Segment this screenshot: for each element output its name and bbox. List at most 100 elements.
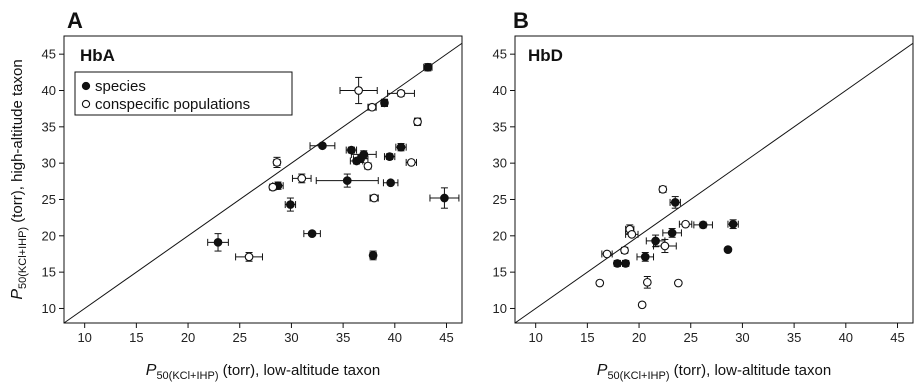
population-point-marker (354, 86, 363, 95)
chart-panel-b: 10 15 20 25 30 35 40 45 10 15 20 25 30 35 40 45 B HbD P50(… (493, 8, 914, 382)
x-tick-label: 10 (77, 330, 91, 345)
y-tick-label: 20 (493, 228, 507, 243)
legend-label: conspecific populations (95, 96, 250, 113)
legend-marker-filled (81, 81, 91, 91)
y-tick-label: 10 (493, 301, 507, 316)
data-point (423, 62, 433, 72)
x-tick-label: 40 (388, 330, 402, 345)
y-tick-label: 15 (42, 265, 56, 280)
y-tick-label: 30 (493, 156, 507, 171)
data-point (380, 98, 389, 108)
data-point (368, 250, 378, 261)
population-point-marker (272, 158, 282, 167)
population-point-marker (595, 278, 605, 288)
data-point (595, 278, 605, 288)
x-tick-label: 15 (580, 330, 594, 345)
data-point (669, 196, 681, 209)
data-point (673, 278, 683, 288)
y-tick-label: 25 (42, 192, 56, 207)
species-point-marker (651, 236, 660, 246)
series-species (612, 196, 739, 268)
species-point-marker (396, 142, 406, 152)
species-point-marker (728, 219, 738, 229)
data-point (637, 300, 647, 310)
data-point (620, 245, 629, 255)
population-point-marker (363, 161, 373, 171)
chart-panel-a: 10 15 20 25 30 35 40 45 10 15 20 25 30 35 40 45 A HbA P50(… (9, 8, 463, 382)
y-tick-label: 40 (493, 83, 507, 98)
panel-letter: A (67, 8, 83, 33)
data-point (350, 150, 377, 159)
species-point-marker (380, 98, 389, 108)
population-point-marker (367, 102, 377, 112)
y-tick-label: 15 (493, 265, 507, 280)
x-tick-label: 20 (632, 330, 646, 345)
data-point (382, 178, 399, 188)
plot-frame (63, 35, 463, 324)
data-point (601, 249, 613, 259)
population-point-marker (637, 300, 647, 310)
y-tick-label: 40 (42, 83, 56, 98)
data-point (268, 182, 278, 192)
series-populations (595, 184, 693, 310)
y-tick-label: 30 (42, 156, 56, 171)
species-point-marker (698, 220, 708, 230)
species-point-marker (385, 152, 394, 161)
species-point-marker (667, 228, 677, 238)
population-point-marker (642, 277, 652, 287)
population-point-marker (673, 278, 683, 288)
data-point (303, 229, 321, 238)
data-point (207, 233, 229, 252)
y-tick-label: 45 (493, 47, 507, 62)
species-point-marker (723, 245, 733, 254)
x-tick-label: 30 (735, 330, 749, 345)
identity-line (514, 42, 914, 324)
population-point-marker (297, 174, 307, 183)
x-tick-label: 25 (684, 330, 698, 345)
x-tick-label: 25 (233, 330, 247, 345)
population-point-marker (660, 241, 670, 251)
species-point-marker (368, 251, 378, 260)
species-point-marker (423, 62, 433, 72)
species-point-marker (213, 237, 223, 247)
y-tick-label: 45 (42, 47, 56, 62)
x-tick-label: 30 (284, 330, 298, 345)
population-point-marker (620, 245, 629, 255)
data-point (413, 117, 422, 127)
data-point (621, 259, 630, 268)
legend-label: species (95, 78, 146, 95)
population-point-marker (268, 182, 278, 192)
data-point (625, 230, 639, 239)
data-point (405, 158, 418, 167)
data-point (272, 156, 282, 169)
species-point-marker (307, 229, 317, 238)
y-tick-label: 20 (42, 228, 56, 243)
data-point (693, 220, 713, 230)
data-point (642, 275, 652, 289)
data-point (662, 228, 682, 238)
species-point-marker (440, 193, 449, 203)
data-point (315, 173, 379, 188)
data-point (387, 89, 415, 98)
data-point (309, 141, 336, 151)
data-point (284, 197, 297, 212)
x-tick-label: 35 (787, 330, 801, 345)
population-point-marker (658, 184, 668, 194)
series-species (207, 62, 460, 261)
x-tick-label: 20 (181, 330, 195, 345)
legend-marker-open (81, 99, 91, 109)
y-tick-label: 10 (42, 301, 56, 316)
species-point-marker (318, 141, 327, 151)
x-tick-label: 40 (839, 330, 853, 345)
species-point-marker (640, 252, 650, 262)
population-point-marker (244, 252, 254, 262)
x-axis-label: P50(KCl+IHP) (torr), low-altitude taxon (597, 362, 831, 382)
data-point (345, 145, 358, 155)
legend-box (74, 71, 293, 116)
x-tick-label: 10 (528, 330, 542, 345)
population-point-marker (369, 193, 379, 203)
panel-title: HbD (528, 46, 563, 65)
x-axis-label: P50(KCl+IHP) (torr), low-altitude taxon (146, 362, 380, 382)
data-point (367, 102, 377, 112)
data-point (727, 219, 739, 230)
